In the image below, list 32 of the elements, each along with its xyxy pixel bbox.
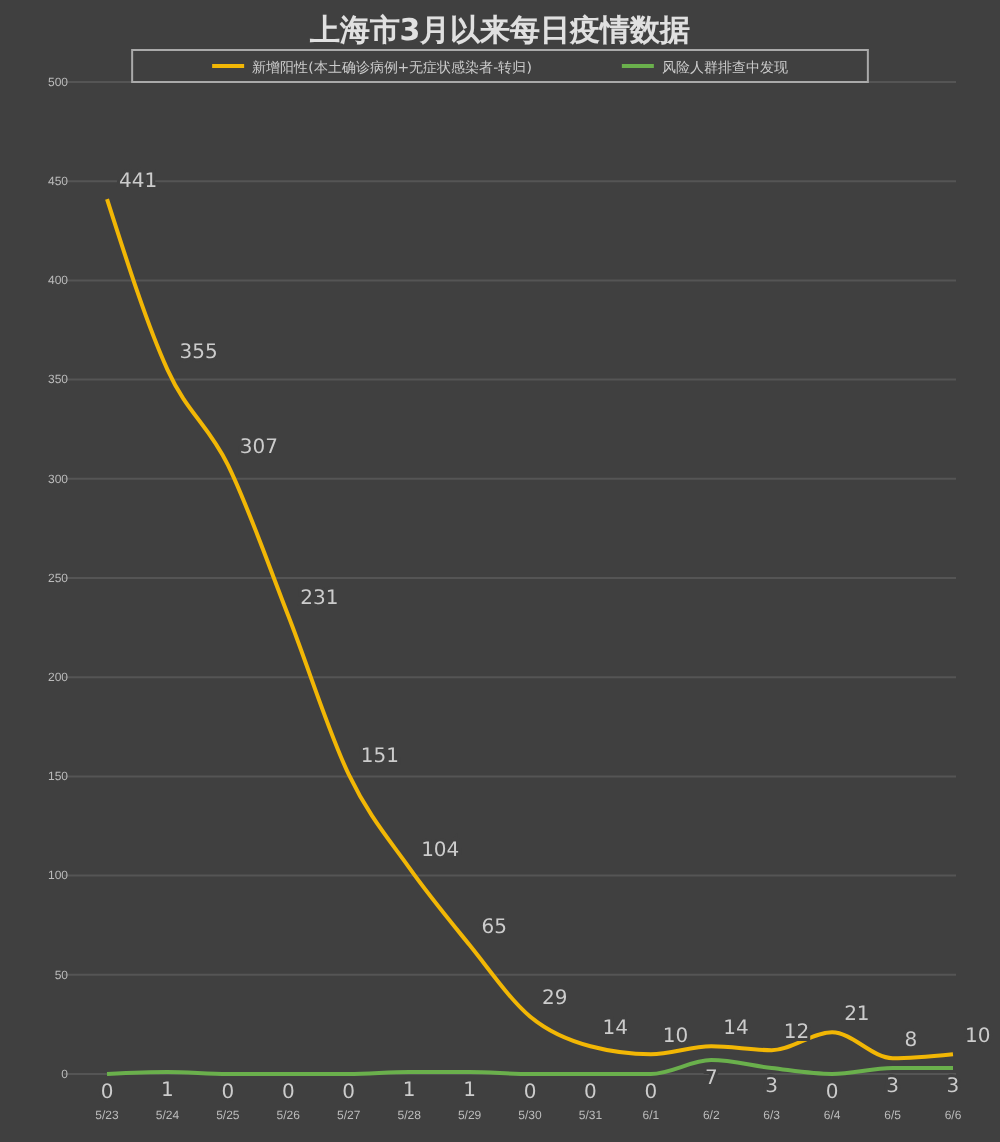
data-label: 10 <box>964 1026 991 1049</box>
data-label: 0 <box>523 1082 537 1104</box>
data-label: 1 <box>402 1080 416 1103</box>
data-label: 1 <box>161 1080 174 1103</box>
data-label: 231 <box>300 587 339 610</box>
data-label: 14 <box>602 1018 628 1041</box>
data-label: 3 <box>886 1076 899 1099</box>
data-label: 12 <box>783 1022 810 1045</box>
data-label: 1 <box>463 1080 476 1103</box>
line-series <box>105 197 955 1061</box>
data-label: 0 <box>644 1082 658 1104</box>
data-label: 21 <box>844 1004 870 1027</box>
data-label: 307 <box>239 436 279 459</box>
data-label: 441 <box>119 171 158 194</box>
data-label: 3 <box>946 1076 960 1099</box>
data-label: 0 <box>342 1082 356 1104</box>
data-label: 0 <box>100 1082 114 1104</box>
data-label: 65 <box>481 917 508 940</box>
data-label: 7 <box>704 1068 718 1091</box>
data-label: 29 <box>542 988 568 1011</box>
data-label: 10 <box>662 1026 689 1049</box>
data-label: 0 <box>584 1082 597 1104</box>
data-label: 355 <box>179 341 218 364</box>
data-label: 0 <box>825 1082 839 1104</box>
data-label: 104 <box>421 839 460 862</box>
data-label: 3 <box>765 1076 779 1099</box>
data-label: 8 <box>904 1030 918 1053</box>
data-label: 0 <box>221 1082 235 1104</box>
chart-title: 上海市3月以来每日疫情数据 <box>307 12 691 48</box>
data-label: 14 <box>723 1018 749 1041</box>
data-label: 0 <box>281 1082 295 1104</box>
data-label: 151 <box>360 746 399 769</box>
